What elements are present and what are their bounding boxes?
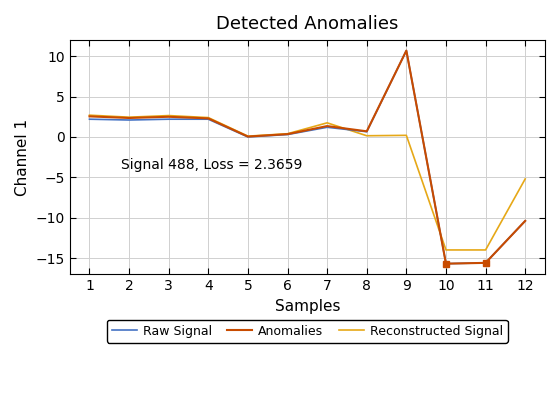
X-axis label: Samples: Samples [274, 299, 340, 314]
Title: Detected Anomalies: Detected Anomalies [216, 15, 399, 33]
Text: Signal 488, Loss = 2.3659: Signal 488, Loss = 2.3659 [121, 158, 302, 172]
Legend: Raw Signal, Anomalies, Reconstructed Signal: Raw Signal, Anomalies, Reconstructed Sig… [107, 320, 508, 343]
Y-axis label: Channel 1: Channel 1 [15, 118, 30, 196]
